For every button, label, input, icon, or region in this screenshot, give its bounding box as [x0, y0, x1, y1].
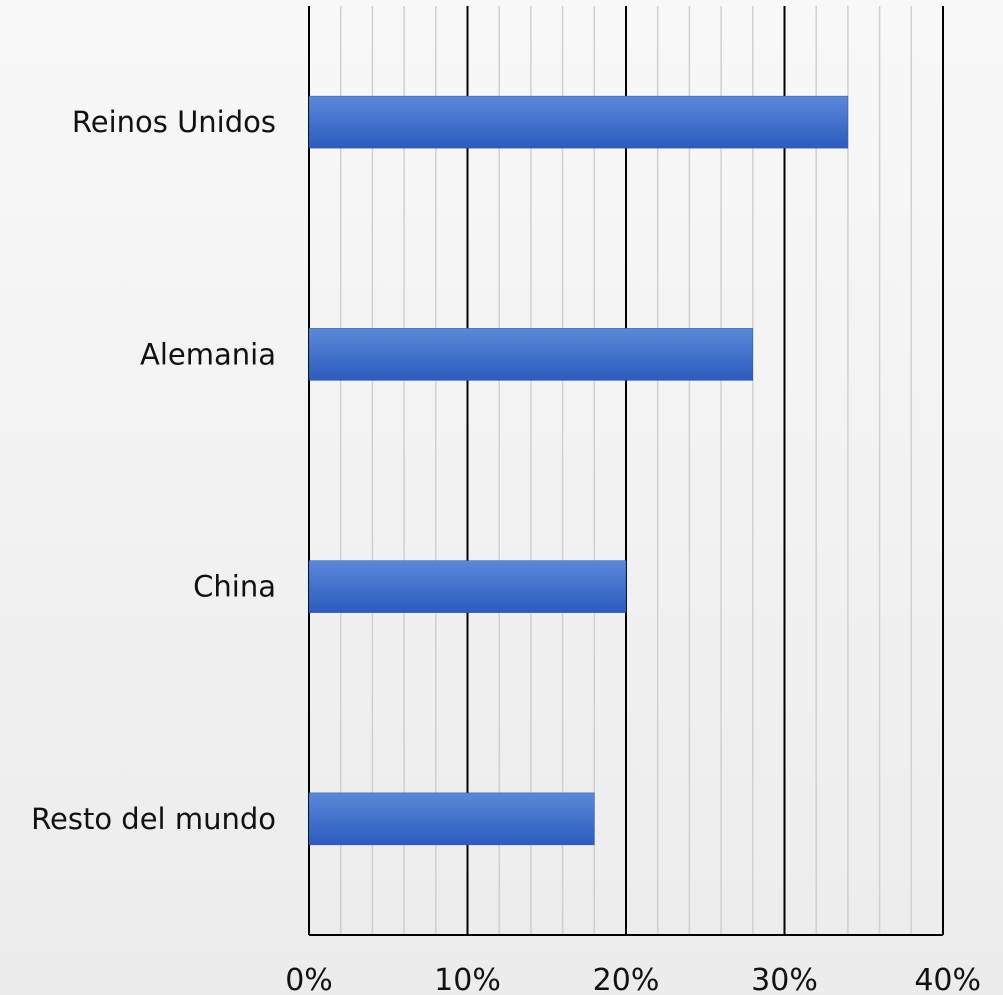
- category-label: Resto del mundo: [31, 802, 276, 836]
- x-tick-label: 20%: [593, 963, 660, 995]
- x-tick-label: 30%: [751, 963, 818, 995]
- gridlines: [308, 6, 944, 936]
- x-tick-labels: 0% 10% 20% 30% 40%: [285, 963, 981, 995]
- bar: [308, 95, 849, 149]
- x-tick-label: 40%: [914, 963, 981, 995]
- bar: [308, 560, 627, 613]
- bar: [308, 328, 754, 381]
- bar: [308, 792, 595, 846]
- x-tick-label: 10%: [434, 963, 501, 995]
- bars: [308, 95, 849, 846]
- category-label: Alemania: [140, 337, 276, 371]
- x-tick-label: 0%: [285, 963, 333, 995]
- category-label: China: [193, 570, 276, 604]
- category-label: Reinos Unidos: [72, 105, 276, 139]
- category-labels: Reinos Unidos Alemania China Resto del mund…: [31, 105, 276, 836]
